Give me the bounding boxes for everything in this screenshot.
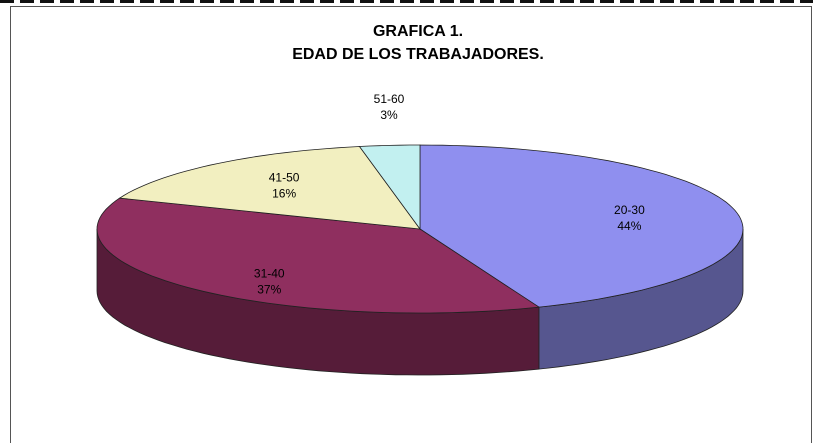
slice (358, 144, 421, 231)
slice-value-label: 44% (617, 219, 641, 233)
slice-top (358, 144, 421, 231)
slice-value-label: 37% (257, 282, 281, 296)
chart-title: GRAFICA 1. (373, 23, 463, 40)
slice-label: 20-30 (614, 203, 645, 217)
slice (118, 146, 421, 230)
slice-label: 41-50 (269, 170, 300, 184)
slice-value-label: 3% (380, 108, 398, 122)
slice-value-label: 16% (272, 186, 296, 200)
chart-title: EDAD DE LOS TRABAJADORES. (292, 46, 544, 63)
slice-top (118, 146, 421, 230)
slice-label: 31-40 (254, 266, 285, 280)
slice-top (419, 144, 744, 308)
slice (419, 144, 744, 370)
slice (96, 197, 541, 376)
slice-top (96, 197, 541, 314)
slice-label: 51-60 (374, 92, 405, 106)
